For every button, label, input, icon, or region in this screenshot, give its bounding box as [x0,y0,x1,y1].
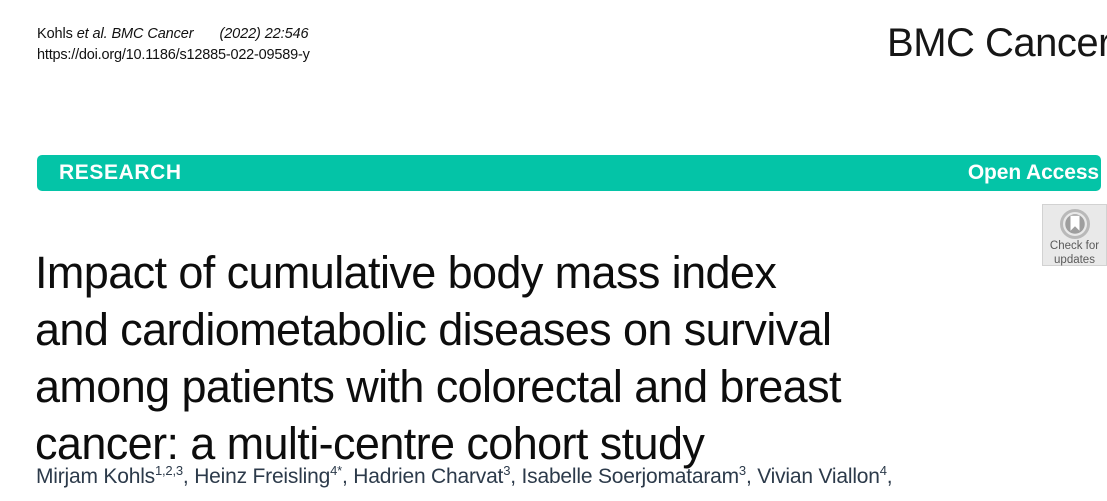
author-separator: , [182,465,195,488]
author-affiliation-marker: 4 [879,463,887,478]
running-head: Kohls et al. BMC Cancer (2022) 22:546 htt… [37,24,310,66]
article-title-line: and cardiometabolic diseases on survival [35,304,832,356]
running-head-journal: et al. BMC Cancer [76,26,194,42]
author-name: Vivian Viallon [757,465,880,488]
author-name: Hadrien Charvat [353,465,504,488]
article-title-line: among patients with colorectal and breas… [35,361,841,413]
author-byline: Mirjam Kohls1,2,3, Heinz Freisling4*, Ha… [36,462,893,492]
author-affiliation-marker: 4* [330,463,342,478]
article-type-banner: RESEARCH Open Access [37,155,1101,191]
author-separator: , [745,465,758,488]
doi-link[interactable]: https://doi.org/10.1186/s12885-022-09589… [37,47,310,63]
check-for-updates-line2: updates [1054,253,1095,266]
open-access-label: Open Access [967,161,1099,184]
author-name: Mirjam Kohls [36,465,155,488]
author-separator: , [886,465,893,488]
article-title-line: cancer: a multi-centre cohort study [35,418,705,470]
check-for-updates-badge[interactable]: Check for updates [1042,204,1107,266]
article-type-label: RESEARCH [59,161,182,184]
author-separator: , [510,465,522,488]
author-name: Heinz Freisling [194,465,331,488]
crossmark-logo-icon [1059,209,1090,239]
article-title: Impact of cumulative body mass index and… [35,244,1035,472]
journal-wordmark: BMC Cancer [887,21,1107,65]
author-separator: , [342,465,354,488]
author-affiliation-marker: 3 [503,463,511,478]
check-for-updates-line1: Check for [1049,240,1100,252]
author-affiliation-marker: 1,2,3 [154,463,183,478]
author-name: Isabelle Soerjomataram [521,465,740,488]
running-head-author: Kohls [37,26,77,42]
running-head-volume: (2022) 22:546 [219,26,309,42]
article-title-line: Impact of cumulative body mass index [35,247,777,299]
author-affiliation-marker: 3 [738,463,746,478]
